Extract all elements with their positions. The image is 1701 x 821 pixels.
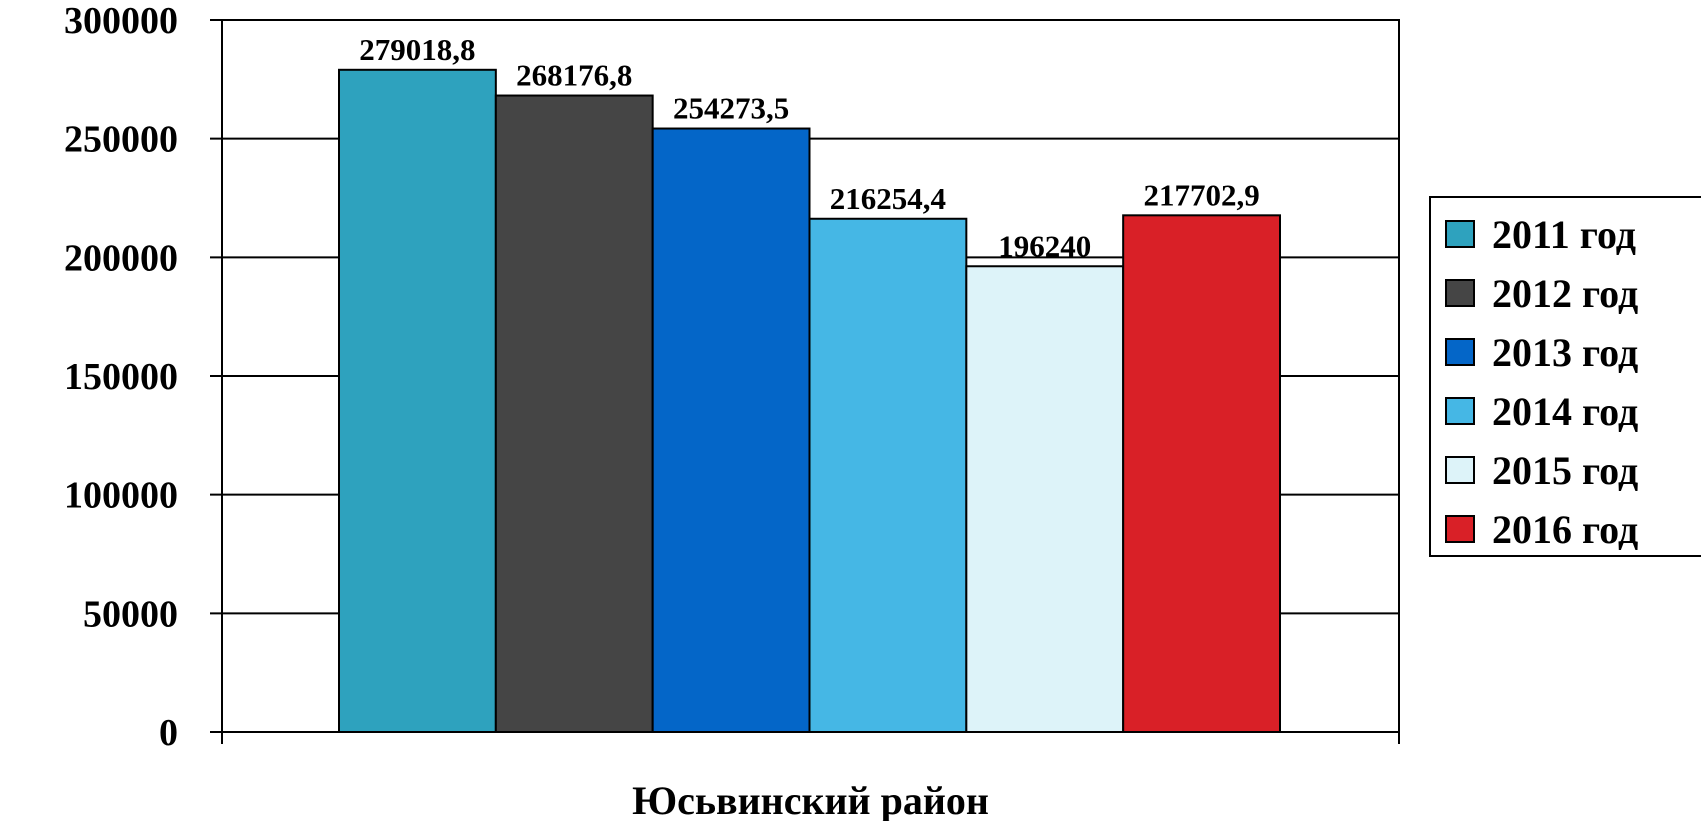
y-tick-label: 100000 [64, 475, 178, 517]
bar-2014-год [808, 217, 968, 733]
bar-2011-год [338, 68, 497, 733]
legend-label: 2011 год [1492, 212, 1636, 257]
y-tick-label: 150000 [64, 356, 178, 398]
bar-2012-год [494, 94, 654, 734]
bar-2013-год [651, 127, 811, 733]
data-label: 216254,4 [830, 181, 946, 216]
y-tick-label: 0 [159, 712, 178, 754]
legend-label: 2015 год [1492, 448, 1638, 493]
legend: 2011 год 2012 год 2013 год 2014 год 2015 год… [1429, 196, 1701, 557]
legend-swatch [1445, 515, 1475, 543]
legend-label: 2012 год [1492, 271, 1638, 316]
legend-swatch [1445, 220, 1475, 248]
legend-label: 2016 год [1492, 507, 1638, 552]
legend-swatch [1445, 456, 1475, 484]
data-labels: 279018,8 268176,8 254273,5 216254,4 196240 21… [359, 32, 1259, 263]
data-label: 279018,8 [359, 32, 475, 67]
data-label: 196240 [998, 228, 1091, 263]
y-axis-ticks: 0 50000 100000 150000 200000 250000 300000 [64, 0, 178, 754]
legend-label: 2013 год [1492, 330, 1638, 375]
legend-swatch [1445, 338, 1475, 366]
legend-swatch [1445, 397, 1475, 425]
legend-label: 2014 год [1492, 389, 1638, 434]
y-tick-label: 250000 [64, 119, 178, 161]
data-label: 254273,5 [673, 91, 789, 126]
legend-swatch [1445, 279, 1475, 307]
y-tick-label: 50000 [83, 593, 178, 635]
bar-2016-год [1122, 214, 1281, 734]
y-tick-label: 200000 [64, 237, 178, 279]
bars [338, 68, 1281, 734]
legend-box [1429, 196, 1701, 557]
data-label: 268176,8 [516, 58, 632, 93]
bar-2015-год [965, 265, 1125, 733]
x-axis-title: Юсьвинский район [632, 778, 989, 821]
data-label: 217702,9 [1143, 177, 1259, 212]
axes [221, 20, 1400, 744]
y-tick-label: 300000 [64, 0, 178, 42]
